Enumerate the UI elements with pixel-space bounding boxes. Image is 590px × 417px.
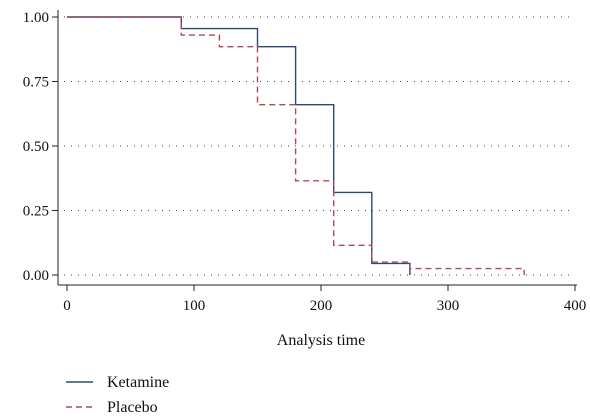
series-line-placebo [67, 16, 525, 275]
y-tick-label: 0.50 [23, 139, 49, 155]
y-tick-label: 0.75 [23, 75, 49, 91]
x-axis-title: Analysis time [277, 332, 365, 349]
x-tick-label: 200 [310, 298, 333, 314]
legend-label-placebo: Placebo [107, 399, 158, 416]
legend: Ketamine Placebo [66, 374, 169, 416]
series-lines [67, 16, 525, 275]
x-tick-label: 400 [564, 298, 587, 314]
axes [52, 10, 577, 291]
tick-labels: 0.00 0.25 0.50 0.75 1.00 0 100 200 300 400 [23, 10, 587, 314]
legend-label-ketamine: Ketamine [107, 374, 169, 391]
x-tick-label: 0 [63, 298, 71, 314]
y-tick-label: 0.25 [23, 204, 49, 220]
x-tick-label: 300 [437, 298, 460, 314]
y-tick-label: 1.00 [23, 10, 49, 26]
gridlines [64, 16, 575, 276]
x-tick-label: 100 [183, 298, 206, 314]
y-tick-label: 0.00 [23, 268, 49, 284]
